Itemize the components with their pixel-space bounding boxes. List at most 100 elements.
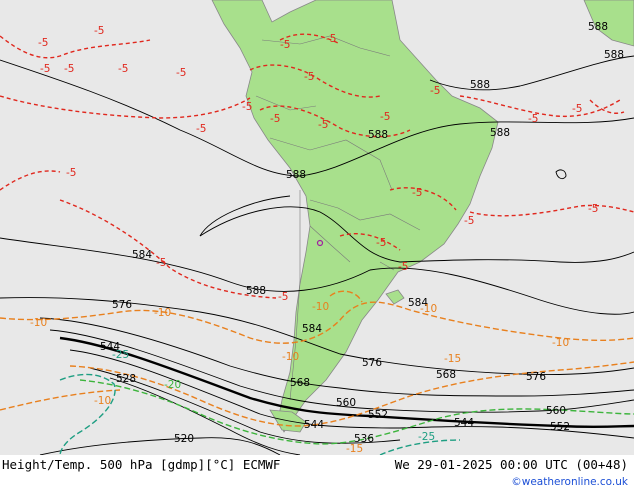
temp-contour <box>249 64 381 98</box>
contour-520 <box>39 437 281 455</box>
temp-minus10-labels: -10 -10 -10 -10 -10 -10 -10 <box>30 301 569 407</box>
temp-label: -5 <box>40 63 50 75</box>
temp-minus10-contours <box>0 290 634 411</box>
contour-588-north <box>429 55 634 91</box>
border-line <box>309 225 351 263</box>
temp-contour <box>59 199 277 299</box>
temp-label: -5 <box>94 25 104 37</box>
height-label: 568 <box>436 369 456 381</box>
temp-minus20-labels: -20 <box>164 379 181 391</box>
marker-icon <box>316 239 324 247</box>
temp-label: -15 <box>444 353 461 365</box>
temp-contour <box>0 389 121 411</box>
height-label: 588 <box>470 79 490 91</box>
contour-588 <box>0 59 634 177</box>
temp-label: -15 <box>346 443 363 455</box>
temp-label: -10 <box>282 351 299 363</box>
temp-label: -5 <box>278 291 288 303</box>
contour-552 <box>59 336 634 429</box>
temp-minus5-contours <box>0 33 634 299</box>
height-contours <box>0 55 634 455</box>
temp-minus15-labels: -15 -15 <box>346 353 461 455</box>
contour-588-west-loop <box>199 195 291 237</box>
temp-contour <box>259 105 411 138</box>
temp-label: -25 <box>112 349 129 361</box>
temp-contour <box>339 233 401 251</box>
temp-contour <box>0 170 61 191</box>
temp-contour <box>0 95 251 119</box>
map-title: Height/Temp. 500 hPa [gdmp][°C] ECMWF <box>2 457 281 472</box>
temp-minus15-contours <box>69 361 634 427</box>
height-label: 536 <box>354 433 374 445</box>
temp-label: -10 <box>420 303 437 315</box>
temp-label: -5 <box>412 187 422 199</box>
temp-label: -5 <box>318 119 328 131</box>
height-label: 560 <box>336 397 356 409</box>
temp-label: -10 <box>312 301 329 313</box>
height-label: 584 <box>132 249 152 261</box>
temp-label: -5 <box>588 203 598 215</box>
temp-label: -5 <box>66 167 76 179</box>
temp-label: -5 <box>380 111 390 123</box>
temp-label: -10 <box>94 395 111 407</box>
temp-label: -5 <box>280 39 290 51</box>
height-label: 576 <box>362 357 382 369</box>
temp-label: -5 <box>196 123 206 135</box>
temp-label: -5 <box>64 63 74 75</box>
contour-544 <box>69 349 634 439</box>
temp-label: -5 <box>156 257 166 269</box>
height-label: 584 <box>302 323 322 335</box>
credit-link[interactable]: ©weatheronline.co.uk <box>511 476 628 488</box>
height-label: 544 <box>454 417 474 429</box>
south-america-land <box>211 0 499 433</box>
contour-closed-loop <box>555 169 567 180</box>
height-label: 544 <box>304 419 324 431</box>
height-label: 588 <box>368 129 388 141</box>
temp-label: -5 <box>304 71 314 83</box>
weather-map: 588 588 588 588 588 588 588 584 584 584 … <box>0 0 634 455</box>
temp-contour <box>0 301 634 344</box>
border-line <box>309 199 421 231</box>
height-label: 560 <box>546 405 566 417</box>
temp-minus5-labels: -5 -5 -5 -5 -5 -5 -5 -5 -5 -5 -5 -5 -5 -… <box>38 25 598 303</box>
temp-label: -10 <box>552 337 569 349</box>
border-line <box>269 137 393 191</box>
temp-contour <box>279 33 341 45</box>
caribbean-island-land <box>583 0 634 47</box>
border-line <box>255 95 317 111</box>
temp-label: -5 <box>376 237 386 249</box>
contour-584 <box>0 237 634 315</box>
contour-568 <box>39 317 634 397</box>
border-line <box>261 35 391 57</box>
temp-contour <box>469 204 634 217</box>
temp-contour <box>329 290 363 303</box>
temp-contour <box>69 361 634 427</box>
height-label: 552 <box>368 409 388 421</box>
temp-contour <box>389 187 457 211</box>
country-borders <box>255 35 421 401</box>
height-label: 576 <box>526 371 546 383</box>
border-line <box>289 190 301 401</box>
height-label: 588 <box>490 127 510 139</box>
contour-576 <box>0 297 634 375</box>
height-label: 552 <box>550 421 570 433</box>
temp-label: -5 <box>528 113 538 125</box>
contour-588-south <box>199 206 634 263</box>
height-labels: 588 588 588 588 588 588 588 584 584 584 … <box>100 21 624 445</box>
temp-label: -5 <box>464 215 474 227</box>
height-label: 588 <box>246 285 266 297</box>
height-label: 588 <box>286 169 306 181</box>
height-label: 568 <box>290 377 310 389</box>
temp-contour <box>59 373 116 455</box>
temp-contour <box>379 439 461 455</box>
temp-label: -5 <box>38 37 48 49</box>
temp-label: -10 <box>154 307 171 319</box>
temp-label: -20 <box>164 379 181 391</box>
contour-528 <box>109 377 301 455</box>
temp-label: -5 <box>270 113 280 125</box>
height-label: 576 <box>112 299 132 311</box>
valid-time: We 29-01-2025 00:00 UTC (00+48) <box>394 457 628 472</box>
height-label: 584 <box>408 297 428 309</box>
falkland-islands-land <box>385 289 405 305</box>
height-label: 520 <box>174 433 194 445</box>
